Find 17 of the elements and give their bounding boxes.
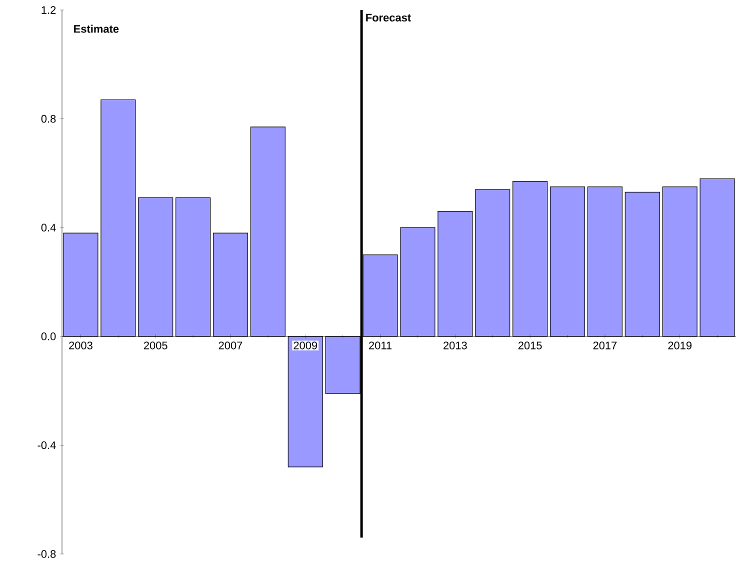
- x-tick-label: 2015: [518, 342, 542, 350]
- y-tick-label: 0.4: [41, 224, 56, 232]
- x-tick-label: 2017: [593, 342, 617, 350]
- annotation: Estimate: [74, 24, 119, 33]
- y-tick-label: 0.0: [41, 332, 56, 340]
- y-tick-label: 1.2: [42, 6, 56, 14]
- y-tick-label: -0.4: [38, 441, 56, 450]
- x-tick-label: 2019: [668, 342, 692, 350]
- x-tick-label: 2011: [369, 342, 392, 350]
- x-tick-label: 2003: [69, 342, 92, 350]
- x-tick-label: 2009: [294, 342, 318, 350]
- x-tick-label: 2005: [144, 342, 168, 350]
- y-tick-label: 0.8: [41, 114, 56, 123]
- x-tick-label: 2007: [218, 342, 242, 350]
- x-tick-label: 2013: [444, 342, 467, 350]
- y-tick-label: -0.8: [38, 550, 56, 558]
- annotation: Forecast: [366, 14, 411, 22]
